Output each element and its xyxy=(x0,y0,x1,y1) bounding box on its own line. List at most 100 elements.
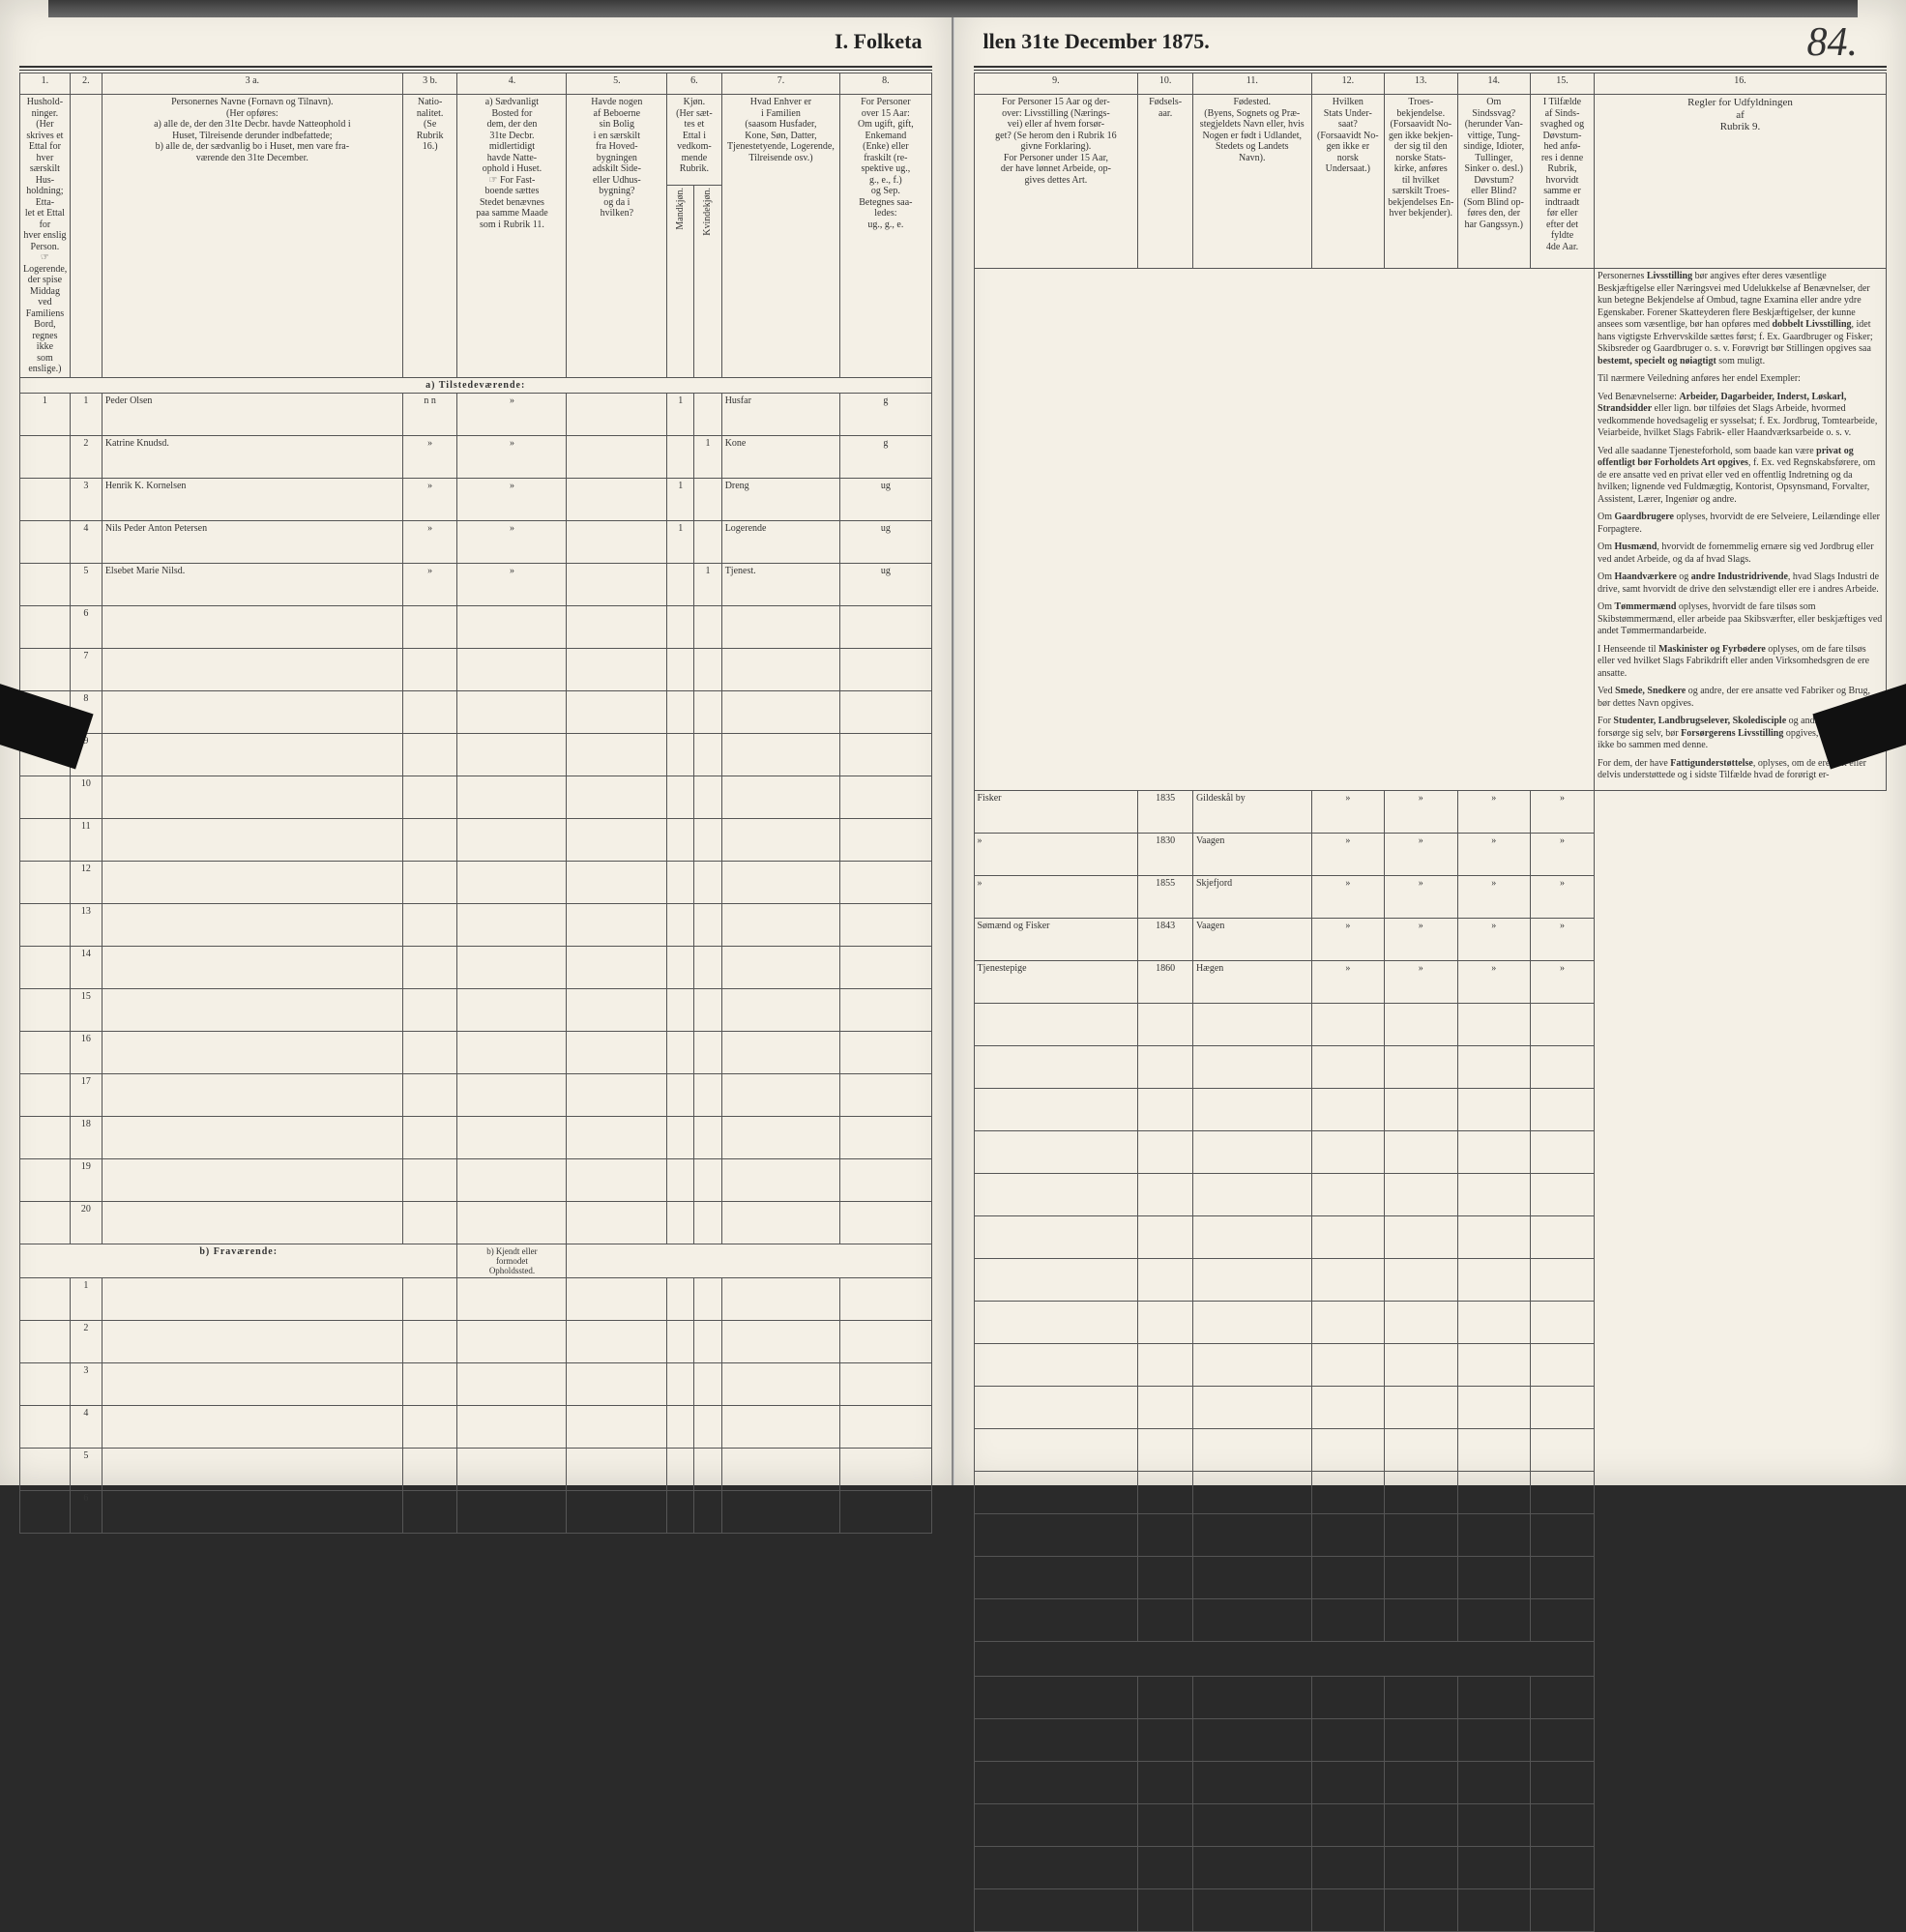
cell xyxy=(20,1362,71,1405)
cell xyxy=(1385,1130,1457,1173)
cell-side xyxy=(567,435,667,478)
cell-birth: Gildeskål by xyxy=(1192,790,1311,833)
cell xyxy=(840,1158,931,1201)
cell xyxy=(567,1116,667,1158)
col-num: 14. xyxy=(1457,73,1530,95)
cell xyxy=(721,903,840,946)
cell xyxy=(694,1116,721,1158)
cell xyxy=(694,1320,721,1362)
cell xyxy=(20,903,71,946)
cell xyxy=(567,946,667,988)
cell-num: 2 xyxy=(70,1320,102,1362)
page-right: 84. llen 31te December 1875. 9. 10. 11. … xyxy=(953,0,1906,1485)
table-row: 2 xyxy=(20,1320,932,1362)
cell xyxy=(1457,1173,1530,1215)
cell xyxy=(721,861,840,903)
cell xyxy=(20,988,71,1031)
table-row xyxy=(974,1258,1887,1301)
rules-paragraph: Ved Benævnelserne: Arbeider, Dagarbeider… xyxy=(1598,392,1883,440)
cell xyxy=(840,605,931,648)
cell xyxy=(1192,1888,1311,1931)
cell xyxy=(974,1556,1138,1598)
cell xyxy=(1138,1888,1193,1931)
cell xyxy=(1457,1045,1530,1088)
cell xyxy=(1530,1386,1594,1428)
cell xyxy=(457,818,567,861)
cell xyxy=(1530,1761,1594,1803)
cell xyxy=(1192,1258,1311,1301)
text: Hushold- ninger. (Her skrives et Ettal f… xyxy=(23,97,67,374)
book-edge xyxy=(48,0,1858,17)
cell xyxy=(457,946,567,988)
cell xyxy=(1457,1428,1530,1471)
cell xyxy=(667,1490,694,1533)
cell xyxy=(1530,1556,1594,1598)
cell xyxy=(840,1073,931,1116)
cell xyxy=(840,818,931,861)
cell xyxy=(1138,1130,1193,1173)
cell-num: 17 xyxy=(70,1073,102,1116)
census-table-left: 1. 2. 3 a. 3 b. 4. 5. 6. 7. 8. Hushold- … xyxy=(19,73,932,1534)
cell xyxy=(1385,1761,1457,1803)
cell xyxy=(1311,1556,1384,1598)
cell xyxy=(1138,1003,1193,1045)
cell xyxy=(1192,1045,1311,1088)
rules-paragraph: Til nærmere Veiledning anføres her endel… xyxy=(1598,373,1883,386)
census-book-spread: I. Folketa 1. 2. 3 a. 3 b. 4. 5. 6. 7. 8… xyxy=(0,0,1906,1485)
cell xyxy=(974,1471,1138,1513)
cell xyxy=(20,1116,71,1158)
cell xyxy=(402,648,457,690)
cell xyxy=(1311,1846,1384,1888)
cell xyxy=(974,1173,1138,1215)
cell-sind: » xyxy=(1457,918,1530,960)
cell xyxy=(1311,1343,1384,1386)
col-num: 2. xyxy=(70,73,102,95)
cell-bosted: » xyxy=(457,520,567,563)
cell-birth: Vaagen xyxy=(1192,918,1311,960)
cell-hh xyxy=(20,435,71,478)
col-head: I Tilfælde af Sinds- svaghed og Døvstum-… xyxy=(1530,95,1594,269)
cell-bosted: » xyxy=(457,478,567,520)
cell xyxy=(1385,1471,1457,1513)
table-row xyxy=(974,1003,1887,1045)
table-row: 19 xyxy=(20,1158,932,1201)
table-row xyxy=(974,1556,1887,1598)
cell-liv: Sømænd og Fisker xyxy=(974,918,1138,960)
text: For Personer 15 Aar og der- over: Livsst… xyxy=(995,97,1117,186)
col-number-row: 1. 2. 3 a. 3 b. 4. 5. 6. 7. 8. xyxy=(20,73,932,95)
cell xyxy=(20,818,71,861)
col-num: 3 b. xyxy=(402,73,457,95)
cell xyxy=(667,818,694,861)
cell xyxy=(457,1277,567,1320)
cell xyxy=(1138,1846,1193,1888)
cell xyxy=(20,861,71,903)
cell-stat: » xyxy=(1311,875,1384,918)
cell xyxy=(694,1073,721,1116)
cell xyxy=(1138,1676,1193,1718)
cell xyxy=(721,1405,840,1448)
table-row xyxy=(974,1088,1887,1130)
cell xyxy=(102,1448,402,1490)
cell-tro: » xyxy=(1385,918,1457,960)
empty-rows-right xyxy=(974,1003,1887,1641)
cell xyxy=(1530,1888,1594,1931)
cell xyxy=(1138,1428,1193,1471)
cell-side xyxy=(567,393,667,435)
cell xyxy=(667,690,694,733)
cell xyxy=(1192,1428,1311,1471)
cell xyxy=(567,1201,667,1244)
cell xyxy=(974,1386,1138,1428)
cell xyxy=(567,1448,667,1490)
cell xyxy=(20,605,71,648)
cell xyxy=(694,690,721,733)
cell xyxy=(1385,1301,1457,1343)
cell xyxy=(840,648,931,690)
cell xyxy=(667,733,694,776)
text: Regler for Udfyldningen af Rubrik 9. xyxy=(1687,97,1793,132)
table-row: 3Henrik K. Kornelsen»»1Drengug xyxy=(20,478,932,520)
cell xyxy=(1192,1471,1311,1513)
col-head-k: Kvindekjøn. xyxy=(694,186,721,377)
cell xyxy=(1530,1003,1594,1045)
cell xyxy=(1530,1676,1594,1718)
cell xyxy=(974,1215,1138,1258)
